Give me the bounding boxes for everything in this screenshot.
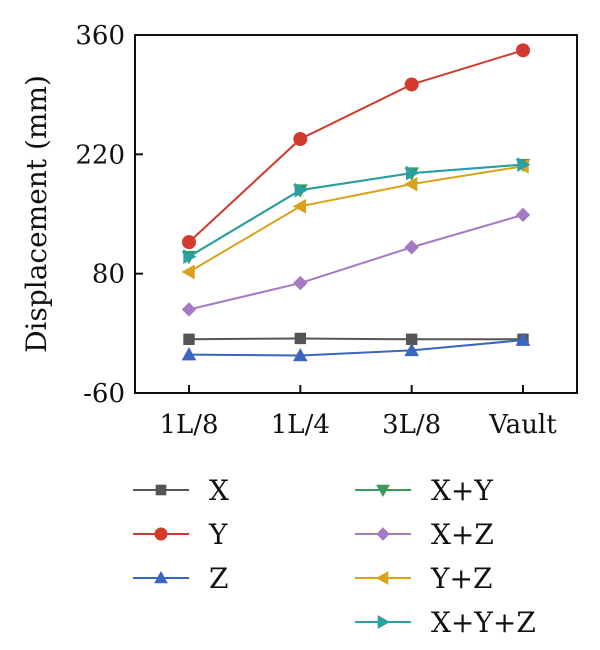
legend-item: Y	[133, 518, 228, 551]
legend-label: Y	[208, 518, 228, 551]
legend-marker	[376, 527, 390, 541]
y-tick-label: -60	[83, 379, 125, 409]
data-point	[183, 249, 197, 264]
legend-marker	[376, 484, 390, 498]
series-z	[181, 332, 531, 362]
legend-label: X+Z	[431, 518, 494, 551]
legend-marker	[375, 571, 389, 585]
legend-marker	[155, 484, 167, 496]
data-point	[181, 347, 197, 361]
legend-label: X+Y+Z	[431, 606, 536, 639]
series-x-plus-y	[181, 158, 531, 265]
x-tick-label: 1L/8	[159, 410, 218, 440]
data-point	[294, 332, 307, 345]
y-tick-label: 360	[75, 21, 125, 51]
data-point	[517, 157, 531, 172]
legend-item: X+Y	[355, 474, 493, 507]
legend-item: X+Y+Z	[355, 606, 536, 639]
y-tick-label: 220	[75, 140, 125, 170]
data-point	[294, 182, 308, 198]
series-line	[188, 337, 523, 341]
data-point	[515, 207, 531, 223]
data-point	[292, 198, 307, 214]
data-point	[182, 235, 196, 250]
legend-item: Z	[133, 562, 228, 595]
data-point	[516, 43, 530, 58]
data-point	[181, 264, 195, 280]
series-line	[188, 213, 524, 311]
legend-marker	[154, 570, 168, 584]
data-point	[183, 333, 195, 346]
x-tick-label: Vault	[488, 410, 557, 440]
data-point	[404, 240, 419, 255]
data-point	[292, 347, 308, 362]
data-point	[404, 176, 418, 192]
series-line	[188, 165, 524, 273]
x-tick-label: 1L/4	[271, 410, 330, 440]
series-y	[182, 43, 530, 250]
legend-item: X	[133, 474, 229, 507]
series-x	[183, 332, 529, 346]
legend-marker	[377, 615, 391, 629]
series-line	[188, 163, 524, 258]
data-point	[404, 342, 420, 357]
series-line	[188, 339, 524, 357]
data-point	[293, 275, 308, 291]
legend: XYZ X+Y X+Z Y+Z X+Y+Z	[133, 474, 536, 639]
legend-label: Y+Z	[430, 562, 492, 595]
series-y-plus-z	[181, 158, 529, 280]
data-point	[515, 332, 531, 346]
plot-frame	[134, 34, 578, 394]
series-x-plus-y-plus-z	[183, 157, 531, 264]
legend-label: X+Y	[431, 474, 493, 507]
series-layer	[181, 43, 531, 362]
series-line	[188, 49, 524, 243]
data-point	[404, 77, 419, 92]
y-axis-label: Displacement (mm)	[20, 75, 53, 353]
data-point	[293, 131, 308, 146]
series-x-plus-z	[181, 207, 531, 317]
data-point	[181, 302, 197, 317]
y-tick-label: 80	[92, 260, 125, 290]
legend-marker	[154, 527, 168, 541]
data-point	[405, 165, 420, 181]
legend-label: Z	[209, 562, 228, 595]
axes: -60 80 220 360 1L/8 1L/4 3L/8 Vault	[75, 21, 578, 440]
legend-item: Y+Z	[355, 562, 492, 595]
legend-item: X+Z	[355, 518, 494, 551]
x-tick-label: 3L/8	[382, 410, 441, 440]
legend-label: X	[209, 474, 229, 507]
